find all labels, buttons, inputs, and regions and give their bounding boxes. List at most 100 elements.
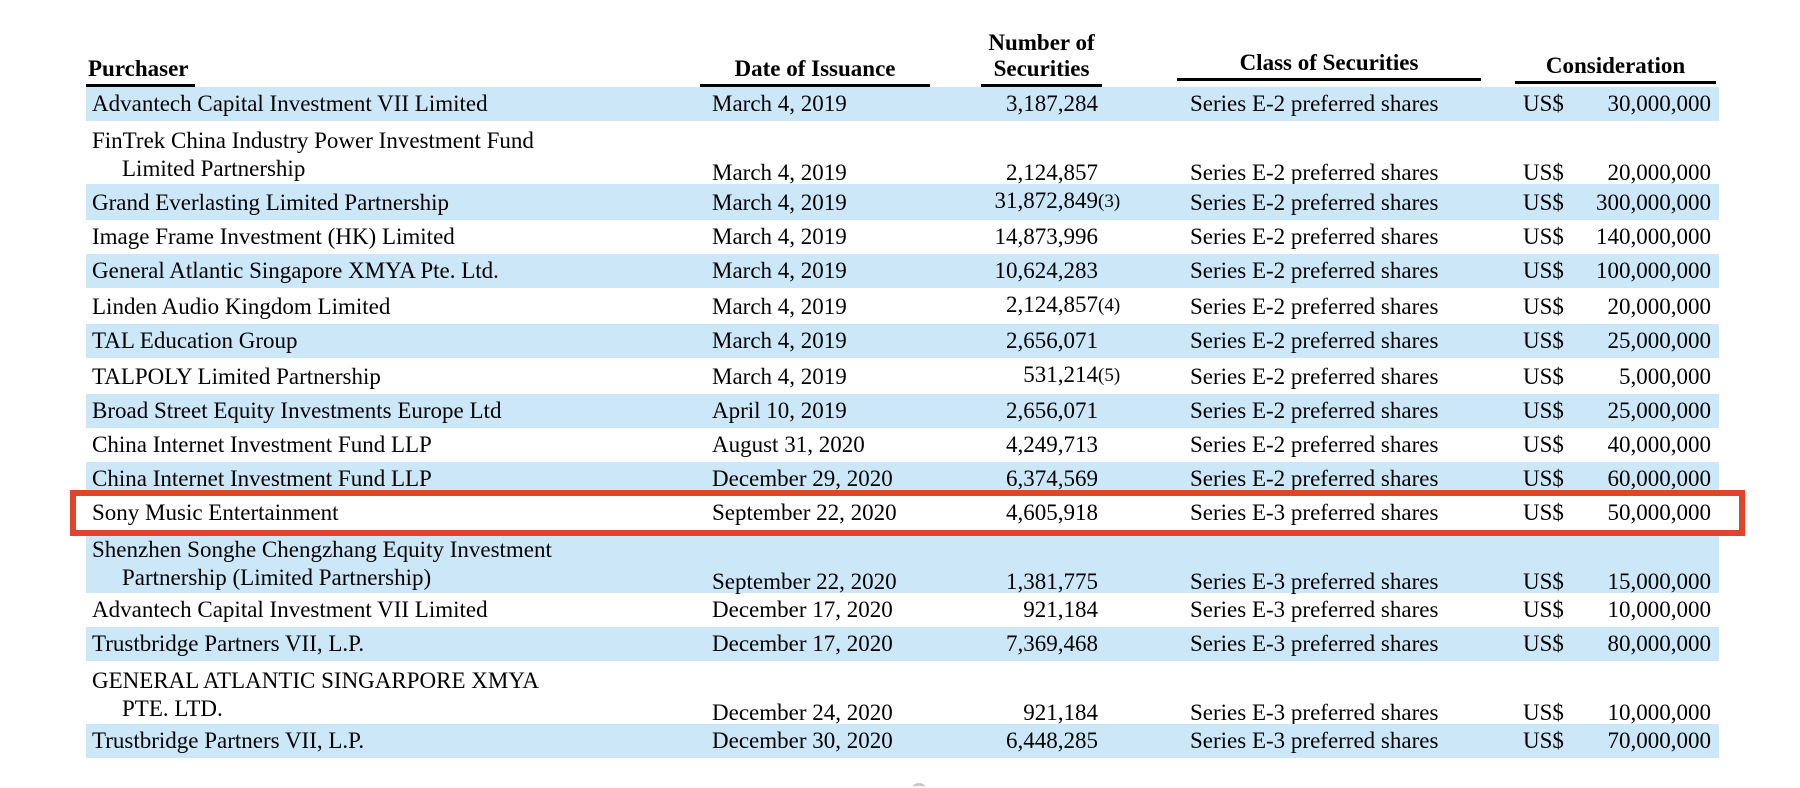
cell-date-of-issuance: December 17, 2020 bbox=[712, 631, 893, 656]
cell-number-of-securities: 4,249,713 bbox=[938, 428, 1113, 462]
purchaser-name: Advantech Capital Investment VII Limited bbox=[92, 91, 488, 116]
cell-number-of-securities: 6,374,569 bbox=[938, 462, 1113, 496]
purchaser-name: Advantech Capital Investment VII Limited bbox=[92, 597, 488, 622]
securities-count: 2,124,857 bbox=[1006, 160, 1098, 185]
purchaser-name: GENERAL ATLANTIC SINGARPORE XMYA bbox=[92, 668, 540, 693]
securities-count: 6,374,569 bbox=[1006, 466, 1098, 491]
cell-class-of-securities: Series E-2 preferred shares bbox=[1190, 258, 1439, 283]
table-row: TALPOLY Limited Partnership March 4, 201… bbox=[86, 358, 1719, 394]
cell-date-of-issuance: December 30, 2020 bbox=[712, 728, 893, 753]
cell-consideration: US$ 5,000,000 bbox=[1490, 360, 1719, 394]
currency-label: US$ bbox=[1523, 597, 1564, 622]
cell-class-of-securities: Series E-3 preferred shares bbox=[1190, 500, 1439, 525]
cell-consideration: US$ 40,000,000 bbox=[1490, 428, 1719, 462]
consideration-amount: 10,000,000 bbox=[1607, 700, 1712, 725]
table-row: Trustbridge Partners VII, L.P. December … bbox=[86, 724, 1719, 758]
currency-label: US$ bbox=[1523, 91, 1564, 116]
column-header-consideration: Consideration bbox=[1490, 53, 1719, 87]
currency-label: US$ bbox=[1523, 728, 1564, 753]
table-header-row: Purchaser Date of Issuance Number of Sec… bbox=[86, 30, 1719, 87]
securities-count: 921,184 bbox=[1023, 597, 1098, 622]
table-row: Advantech Capital Investment VII Limited… bbox=[86, 87, 1719, 121]
purchaser-name: Trustbridge Partners VII, L.P. bbox=[92, 631, 365, 656]
purchaser-name: China Internet Investment Fund LLP bbox=[92, 466, 432, 491]
cell-purchaser: TALPOLY Limited Partnership bbox=[86, 360, 700, 394]
cell-date-of-issuance: April 10, 2019 bbox=[712, 398, 847, 423]
cell-purchaser: GENERAL ATLANTIC SINGARPORE XMYA PTE. LT… bbox=[86, 667, 700, 724]
securities-count: 2,124,857 bbox=[1006, 292, 1098, 317]
cell-class-of-securities: Series E-2 preferred shares bbox=[1190, 432, 1439, 457]
page-number-fragment bbox=[913, 783, 925, 788]
currency-label: US$ bbox=[1523, 700, 1564, 725]
cell-purchaser: Advantech Capital Investment VII Limited bbox=[86, 87, 700, 121]
table-row: GENERAL ATLANTIC SINGARPORE XMYA PTE. LT… bbox=[86, 661, 1719, 725]
cell-number-of-securities: 2,656,071 bbox=[938, 394, 1113, 428]
consideration-amount: 20,000,000 bbox=[1607, 294, 1712, 319]
table-row: Grand Everlasting Limited Partnership Ma… bbox=[86, 184, 1719, 220]
cell-class-of-securities: Series E-2 preferred shares bbox=[1190, 224, 1439, 249]
table-row: China Internet Investment Fund LLP Augus… bbox=[86, 428, 1719, 462]
purchaser-name: Broad Street Equity Investments Europe L… bbox=[92, 398, 502, 423]
cell-number-of-securities: 1,381,775 bbox=[938, 568, 1113, 597]
cell-purchaser: China Internet Investment Fund LLP bbox=[86, 462, 700, 496]
consideration-amount: 5,000,000 bbox=[1619, 364, 1711, 389]
purchaser-header-label: Purchaser bbox=[86, 56, 195, 87]
cell-class-of-securities: Series E-3 preferred shares bbox=[1190, 631, 1439, 656]
consideration-amount: 10,000,000 bbox=[1607, 597, 1712, 622]
cell-number-of-securities: 531,214(5) bbox=[1023, 362, 1121, 387]
cell-purchaser: TAL Education Group bbox=[86, 324, 700, 358]
cell-number-of-securities: 2,656,071 bbox=[938, 324, 1113, 358]
column-header-number-of-securities: Number of Securities bbox=[938, 30, 1113, 87]
cell-class-of-securities: Series E-3 preferred shares bbox=[1190, 597, 1439, 622]
consideration-amount: 60,000,000 bbox=[1607, 466, 1712, 491]
table-row: Broad Street Equity Investments Europe L… bbox=[86, 394, 1719, 428]
securities-count: 2,656,071 bbox=[1006, 328, 1098, 353]
consideration-amount: 25,000,000 bbox=[1607, 398, 1712, 423]
purchaser-name: Linden Audio Kingdom Limited bbox=[92, 294, 391, 319]
consideration-amount: 100,000,000 bbox=[1596, 258, 1711, 283]
table-row: Sony Music Entertainment September 22, 2… bbox=[70, 490, 1745, 536]
table-row: China Internet Investment Fund LLP Decem… bbox=[86, 462, 1719, 496]
purchaser-name-line2: Limited Partnership bbox=[122, 156, 306, 181]
cell-date-of-issuance: March 4, 2019 bbox=[712, 294, 847, 319]
cell-consideration: US$ 20,000,000 bbox=[1490, 290, 1719, 324]
cell-purchaser: Broad Street Equity Investments Europe L… bbox=[86, 394, 700, 428]
consideration-amount: 50,000,000 bbox=[1607, 500, 1712, 525]
securities-count: 4,605,918 bbox=[1006, 500, 1098, 525]
cell-class-of-securities: Series E-2 preferred shares bbox=[1190, 364, 1439, 389]
cell-consideration: US$ 25,000,000 bbox=[1490, 394, 1719, 428]
currency-label: US$ bbox=[1523, 258, 1564, 283]
table-row: Linden Audio Kingdom Limited March 4, 20… bbox=[86, 288, 1719, 324]
cell-number-of-securities: 14,873,996 bbox=[938, 220, 1113, 254]
cell-consideration: US$ 100,000,000 bbox=[1490, 254, 1719, 288]
cell-class-of-securities: Series E-3 preferred shares bbox=[1190, 569, 1439, 594]
cell-class-of-securities: Series E-2 preferred shares bbox=[1190, 294, 1439, 319]
cell-number-of-securities: 921,184 bbox=[938, 699, 1113, 728]
purchaser-name: Trustbridge Partners VII, L.P. bbox=[92, 728, 365, 753]
table-body: Advantech Capital Investment VII Limited… bbox=[70, 87, 1745, 758]
cell-number-of-securities: 31,872,849(3) bbox=[994, 188, 1121, 213]
cell-date-of-issuance: December 17, 2020 bbox=[712, 597, 893, 622]
cell-consideration: US$ 140,000,000 bbox=[1490, 220, 1719, 254]
cell-number-of-securities: 10,624,283 bbox=[938, 254, 1113, 288]
cell-class-of-securities: Series E-2 preferred shares bbox=[1190, 398, 1439, 423]
purchaser-name: General Atlantic Singapore XMYA Pte. Ltd… bbox=[92, 258, 499, 283]
cell-date-of-issuance: September 22, 2020 bbox=[712, 569, 897, 594]
cell-class-of-securities: Series E-3 preferred shares bbox=[1190, 728, 1439, 753]
currency-label: US$ bbox=[1523, 190, 1564, 215]
class-header-label: Class of Securities bbox=[1177, 50, 1481, 81]
cell-purchaser: Trustbridge Partners VII, L.P. bbox=[86, 627, 700, 661]
cell-purchaser: Shenzhen Songhe Chengzhang Equity Invest… bbox=[86, 536, 700, 593]
table-row: Image Frame Investment (HK) Limited Marc… bbox=[86, 220, 1719, 254]
consideration-amount: 40,000,000 bbox=[1607, 432, 1712, 457]
cell-number-of-securities: 3,187,284 bbox=[938, 87, 1113, 121]
cell-purchaser: Advantech Capital Investment VII Limited bbox=[86, 593, 700, 627]
purchaser-name: Sony Music Entertainment bbox=[92, 500, 339, 525]
purchaser-name: TALPOLY Limited Partnership bbox=[92, 364, 381, 389]
cell-date-of-issuance: March 4, 2019 bbox=[712, 190, 847, 215]
currency-label: US$ bbox=[1523, 294, 1564, 319]
cell-number-of-securities: 6,448,285 bbox=[938, 724, 1113, 758]
cell-consideration: US$ 50,000,000 bbox=[1490, 496, 1719, 530]
cell-class-of-securities: Series E-2 preferred shares bbox=[1190, 190, 1439, 215]
cell-consideration: US$ 15,000,000 bbox=[1490, 568, 1719, 597]
